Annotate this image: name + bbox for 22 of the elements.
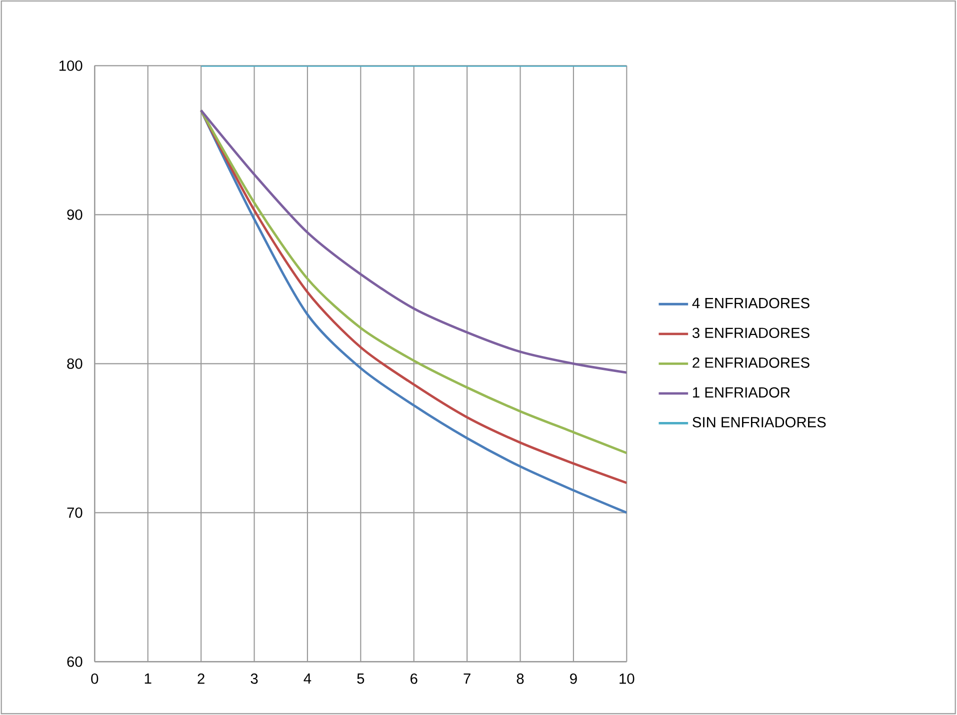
legend-label: 3 ENFRIADORES: [692, 328, 810, 338]
x-tick-label: 8: [516, 674, 524, 684]
y-tick-label: 100: [59, 60, 82, 71]
legend-label: 4 ENFRIADORES: [692, 298, 810, 308]
x-tick-label: 9: [570, 674, 577, 684]
line-series: [200, 109, 627, 374]
x-tick-label: 3: [250, 674, 258, 684]
y-tick-label: 90: [67, 209, 82, 220]
x-tick-label: 10: [620, 674, 634, 684]
legend-label: 2 ENFRIADORES: [692, 357, 810, 368]
y-tick-label: 70: [67, 507, 82, 518]
x-tick-label: 5: [357, 674, 364, 684]
y-tick-label: 60: [67, 656, 82, 667]
x-tick-label: 0: [91, 674, 98, 684]
x-tick-label: 4: [304, 674, 312, 684]
legend-label: SIN ENFRIADORES: [692, 417, 826, 428]
legend-label: 1 ENFRIADOR: [693, 387, 790, 398]
x-tick-label: 6: [410, 674, 418, 684]
y-tick-label: 80: [67, 358, 82, 369]
x-tick-label: 1: [144, 674, 152, 684]
x-tick-label: 7: [464, 674, 470, 684]
x-tick-label: 2: [198, 674, 204, 684]
